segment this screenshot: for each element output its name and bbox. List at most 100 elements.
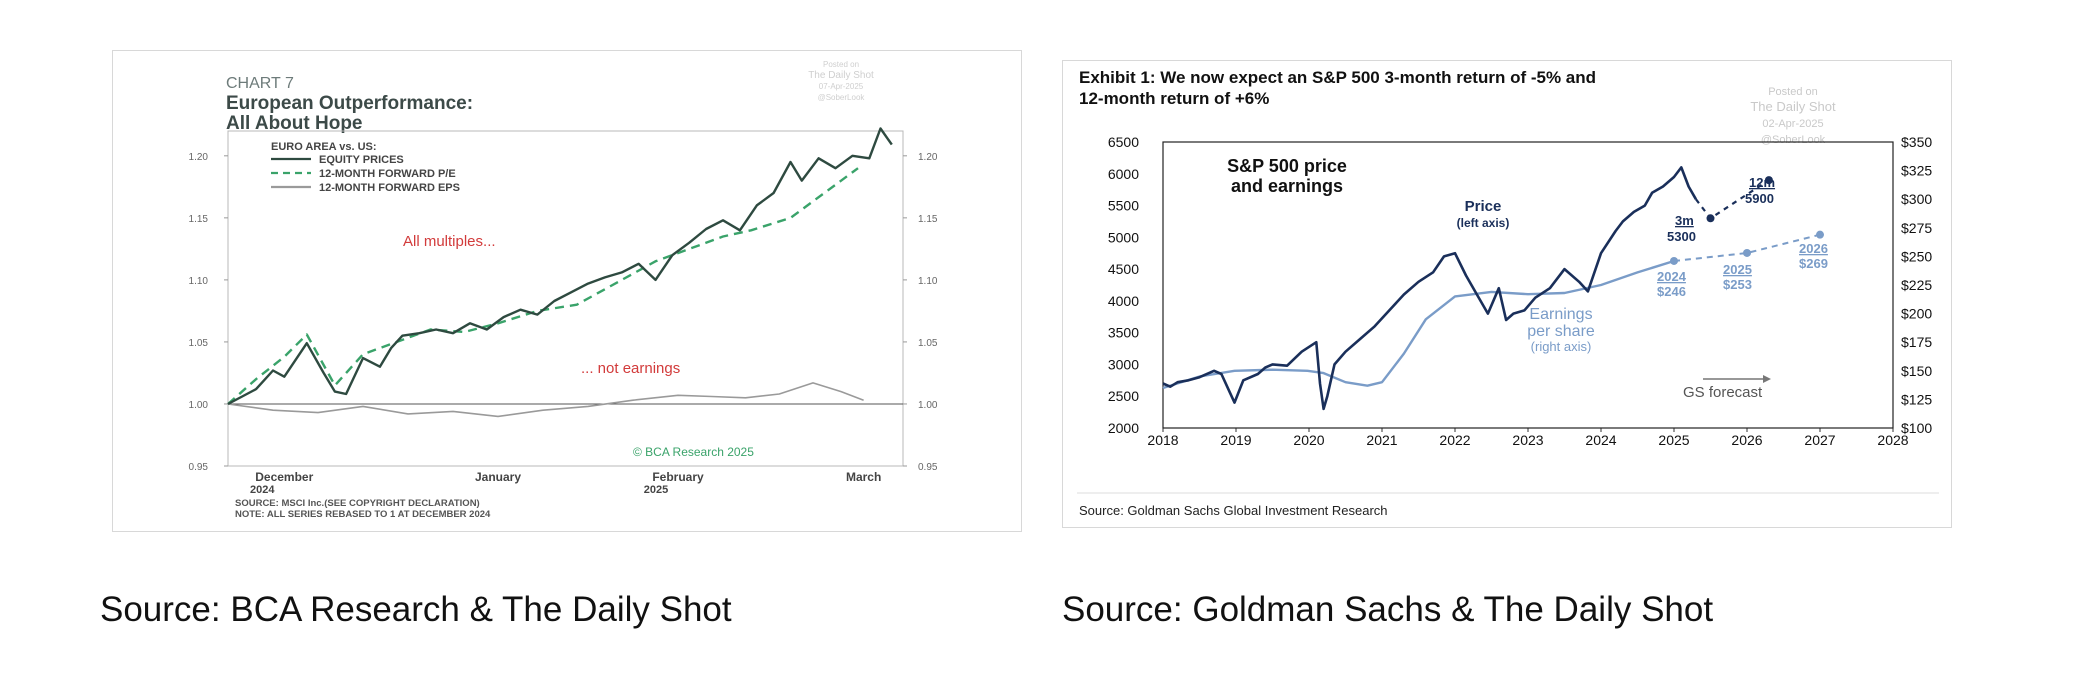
y-tick-label-right: $150 [1901, 363, 1932, 379]
watermark-line: 02-Apr-2025 [1762, 118, 1823, 130]
y-tick-label-right: $125 [1901, 391, 1932, 407]
chart-title-line: All About Hope [226, 113, 363, 134]
eps-label-line: Earnings [1529, 306, 1592, 323]
legend-label: 12-MONTH FORWARD EPS [319, 182, 460, 194]
y-tick-label-right: 1.15 [918, 214, 938, 225]
x-tick-label: 2018 [1147, 432, 1178, 448]
y-tick-label-right: $275 [1901, 220, 1932, 236]
x-tick-label: March [846, 470, 881, 484]
eps-forecast-value: $246 [1657, 284, 1686, 299]
legend-label: EQUITY PRICES [319, 154, 404, 166]
y-tick-label-left: 2500 [1108, 388, 1139, 404]
gs-forecast-label: GS forecast [1683, 384, 1763, 401]
plot-frame [1162, 141, 1894, 429]
x-tick-sublabel: 2025 [644, 484, 668, 496]
x-tick-label: 2027 [1804, 432, 1835, 448]
y-tick-label-left: 1.20 [189, 152, 209, 163]
x-tick-label: 2028 [1877, 432, 1908, 448]
chart-title-line: 12-month return of +6% [1079, 89, 1269, 108]
series-eps [227, 382, 864, 418]
y-tick-label-left: 6000 [1108, 166, 1139, 182]
eps-label-line: per share [1527, 323, 1595, 340]
price-label: Price [1465, 198, 1502, 215]
forecast-3m-value: 5300 [1667, 229, 1696, 244]
watermark-line: The Daily Shot [1750, 99, 1836, 114]
y-tick-label-left: 0.95 [189, 462, 209, 473]
y-tick-label-right: $175 [1901, 334, 1932, 350]
forecast-3m-label: 3m [1675, 213, 1694, 228]
y-tick-label-left: 4500 [1108, 261, 1139, 277]
legend-label: 12-MONTH FORWARD P/E [319, 168, 456, 180]
x-tick-label: 2024 [1585, 432, 1616, 448]
eps-forecast-point [1816, 230, 1824, 239]
gs-forecast-arrow-head [1763, 375, 1771, 383]
x-tick-label: 2025 [1658, 432, 1689, 448]
y-tick-label-right: 0.95 [918, 462, 938, 473]
y-tick-label-right: $250 [1901, 248, 1932, 264]
y-tick-label-right: 1.20 [918, 152, 938, 163]
y-tick-label-left: 4000 [1108, 293, 1139, 309]
annotation-earnings: ... not earnings [581, 360, 680, 377]
x-tick-label: 2026 [1731, 432, 1762, 448]
y-tick-label-right: 1.10 [918, 276, 938, 287]
eps-forecast-value: $253 [1723, 277, 1752, 292]
price-forecast-point [1764, 176, 1773, 185]
y-tick-label-left: 2000 [1108, 420, 1139, 436]
watermark-line: Posted on [823, 60, 859, 69]
gs-chart-svg: Exhibit 1: We now expect an S&P 500 3-mo… [1077, 68, 1939, 518]
y-tick-label-left: 5000 [1108, 229, 1139, 245]
y-tick-label-right: $325 [1901, 163, 1932, 179]
chart-label: CHART 7 [226, 75, 294, 92]
caption-left: Source: BCA Research & The Daily Shot [100, 590, 732, 629]
watermark-line: @SoberLook [1761, 134, 1826, 146]
x-tick-label: 2019 [1220, 432, 1251, 448]
gs-source: Source: Goldman Sachs Global Investment … [1079, 503, 1388, 518]
source-note-line: NOTE: ALL SERIES REBASED TO 1 AT DECEMBE… [235, 509, 491, 520]
chart-title-line: European Outperformance: [226, 93, 473, 114]
y-tick-label-right: $200 [1901, 306, 1932, 322]
inner-title-line: and earnings [1231, 176, 1343, 196]
x-tick-label: 2020 [1293, 432, 1324, 448]
watermark-line: The Daily Shot [808, 70, 874, 81]
eps-forecast-year: 2024 [1657, 269, 1687, 284]
source-note-line: SOURCE: MSCI Inc.(SEE COPYRIGHT DECLARAT… [235, 498, 480, 509]
y-tick-label-left: 1.15 [189, 214, 209, 225]
bca-credit: © BCA Research 2025 [633, 445, 754, 459]
bca-chart-panel: CHART 7 European Outperformance: All About… [112, 50, 1022, 532]
series-eps [1162, 259, 1675, 390]
y-tick-label-right: $300 [1901, 191, 1932, 207]
legend-title: EURO AREA vs. US: [271, 141, 377, 153]
price-axis-note: (left axis) [1457, 216, 1510, 230]
inner-title-line: S&P 500 price [1227, 156, 1347, 176]
series-eps-forecast [1673, 233, 1821, 262]
y-tick-label-left: 1.10 [189, 276, 209, 287]
series-price [1162, 166, 1698, 411]
x-tick-label: January [475, 470, 521, 484]
caption-right: Source: Goldman Sachs & The Daily Shot [1062, 590, 1714, 629]
y-tick-label-left: 3000 [1108, 356, 1139, 372]
y-tick-label-left: 5500 [1108, 198, 1139, 214]
x-tick-label: 2023 [1512, 432, 1543, 448]
eps-axis-note: (right axis) [1531, 339, 1592, 354]
chart-title-line: Exhibit 1: We now expect an S&P 500 3-mo… [1079, 68, 1596, 87]
series-equity-prices [227, 127, 893, 406]
plot-frame [227, 130, 904, 467]
watermark-line: Posted on [1768, 86, 1818, 98]
x-tick-sublabel: 2024 [250, 484, 275, 496]
y-tick-label-right: 1.05 [918, 338, 938, 349]
watermark-line: 07-Apr-2025 [819, 82, 864, 91]
x-tick-label: February [652, 470, 704, 484]
series-pe [227, 167, 859, 405]
y-tick-label-right: $350 [1901, 134, 1932, 150]
y-tick-label-left: 6500 [1108, 134, 1139, 150]
eps-forecast-point [1743, 248, 1751, 257]
y-tick-label-left: 1.05 [189, 338, 209, 349]
y-tick-label-right: $225 [1901, 277, 1932, 293]
forecast-12m-value: 5900 [1745, 191, 1774, 206]
y-tick-label-right: 1.00 [918, 400, 938, 411]
y-tick-label-right: $100 [1901, 420, 1932, 436]
eps-forecast-point [1670, 256, 1678, 265]
forecast-12m-label: 12m [1749, 175, 1775, 190]
watermark-line: @SoberLook [818, 93, 866, 102]
